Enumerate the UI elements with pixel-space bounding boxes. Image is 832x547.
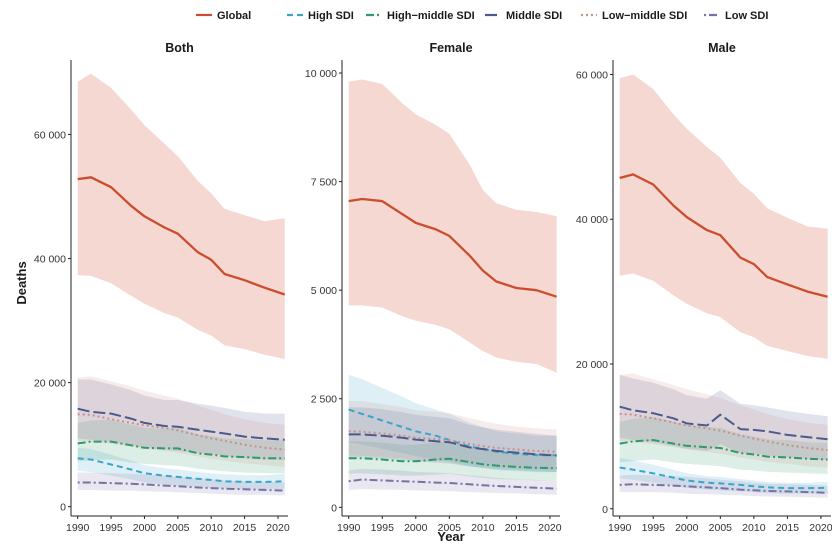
series-line xyxy=(77,407,285,441)
legend-label: Low SDI xyxy=(725,10,768,22)
series-line xyxy=(77,481,285,492)
x-axis-title: Year xyxy=(437,529,464,544)
y-tick-label: 0 xyxy=(602,504,608,516)
uncertainty-band xyxy=(619,416,828,474)
x-tick-label: 2015 xyxy=(776,522,800,534)
x-tick-label: 2020 xyxy=(266,522,290,534)
legend-label: Middle SDI xyxy=(506,10,562,22)
x-tick-label: 1995 xyxy=(99,522,123,534)
series-line xyxy=(348,433,557,457)
x-tick-label: 2000 xyxy=(404,522,428,534)
x-tick-label: 2010 xyxy=(742,522,766,534)
x-tick-label: 2015 xyxy=(233,522,257,534)
panel-title: Female xyxy=(429,41,472,55)
x-tick-label: 1990 xyxy=(608,522,632,534)
x-tick-label: 1995 xyxy=(371,522,395,534)
uncertainty-band xyxy=(619,74,828,359)
x-tick-label: 2010 xyxy=(200,522,224,534)
panel-title: Both xyxy=(165,41,193,55)
panel-male: Male 0 20 000 40 000 60 000 1990 1995 2000 2005 2… xyxy=(576,41,832,534)
series-line xyxy=(77,440,285,460)
y-tick-label: 0 xyxy=(60,502,66,514)
legend-label: High SDI xyxy=(308,10,354,22)
y-tick-label: 20 000 xyxy=(576,359,608,371)
x-tick-label: 2000 xyxy=(675,522,699,534)
uncertainty-band xyxy=(348,441,557,481)
panel-title: Male xyxy=(708,41,736,55)
uncertainty-band xyxy=(77,447,285,490)
y-tick-label: 10 000 xyxy=(305,68,337,80)
x-tick-label: 2005 xyxy=(709,522,733,534)
y-tick-label: 40 000 xyxy=(576,214,608,226)
uncertainty-band xyxy=(348,407,557,473)
x-tick-label: 2015 xyxy=(505,522,529,534)
legend-label: Global xyxy=(217,10,251,22)
series-line xyxy=(77,457,285,483)
x-tick-label: 2000 xyxy=(133,522,157,534)
x-tick-label: 2020 xyxy=(809,522,832,534)
series-line xyxy=(619,466,828,490)
series-line xyxy=(619,173,828,298)
legend-item: Middle SDI xyxy=(485,10,562,22)
series-line xyxy=(77,413,285,451)
y-tick-label: 7 500 xyxy=(311,177,337,189)
series-line xyxy=(619,439,828,461)
series-line xyxy=(77,176,286,296)
y-tick-label: 0 xyxy=(331,502,337,514)
x-tick-label: 1990 xyxy=(337,522,361,534)
uncertainty-band xyxy=(619,374,828,461)
series-line xyxy=(348,478,557,490)
legend-item: Low SDI xyxy=(704,10,768,22)
legend: Global High SDI High−middle SDI Middle SDI L… xyxy=(196,10,768,22)
panel-both: Both 0 20 000 40 000 60 000 1990 1995 2000 2005 2… xyxy=(34,41,290,534)
legend-item: High SDI xyxy=(287,10,354,22)
uncertainty-band xyxy=(619,458,828,494)
y-tick-label: 60 000 xyxy=(576,69,608,81)
x-tick-label: 2005 xyxy=(166,522,190,534)
y-tick-label: 2 500 xyxy=(311,394,337,406)
uncertainty-band xyxy=(77,379,285,461)
legend-label: High−middle SDI xyxy=(387,10,475,22)
x-tick-label: 1995 xyxy=(642,522,666,534)
series-line xyxy=(348,197,557,298)
series-line xyxy=(348,457,557,470)
y-axis-title: Deaths xyxy=(14,261,29,304)
legend-item: High−middle SDI xyxy=(366,10,475,22)
x-tick-label: 1990 xyxy=(66,522,90,534)
series-line xyxy=(619,405,828,441)
y-tick-label: 5 000 xyxy=(311,285,337,297)
uncertainty-band xyxy=(77,73,285,359)
x-tick-label: 2010 xyxy=(471,522,495,534)
panels: Both 0 20 000 40 000 60 000 1990 1995 2000 2005 2… xyxy=(34,41,832,534)
y-tick-label: 20 000 xyxy=(34,378,66,390)
y-tick-label: 40 000 xyxy=(34,254,66,266)
legend-item: Low−middle SDI xyxy=(581,10,687,22)
uncertainty-band xyxy=(77,419,285,474)
x-tick-label: 2005 xyxy=(438,522,462,534)
legend-label: Low−middle SDI xyxy=(602,10,687,22)
series-line xyxy=(348,430,557,453)
uncertainty-band xyxy=(348,79,557,373)
x-tick-label: 2020 xyxy=(538,522,562,534)
panel-female: Female 0 2 500 5 000 7 500 10 000 1990 1995 2000… xyxy=(305,41,562,534)
legend-item: Global xyxy=(196,10,251,22)
series-line xyxy=(619,483,828,494)
y-tick-label: 60 000 xyxy=(34,129,66,141)
uncertainty-band xyxy=(348,468,557,495)
series-line xyxy=(619,412,828,452)
